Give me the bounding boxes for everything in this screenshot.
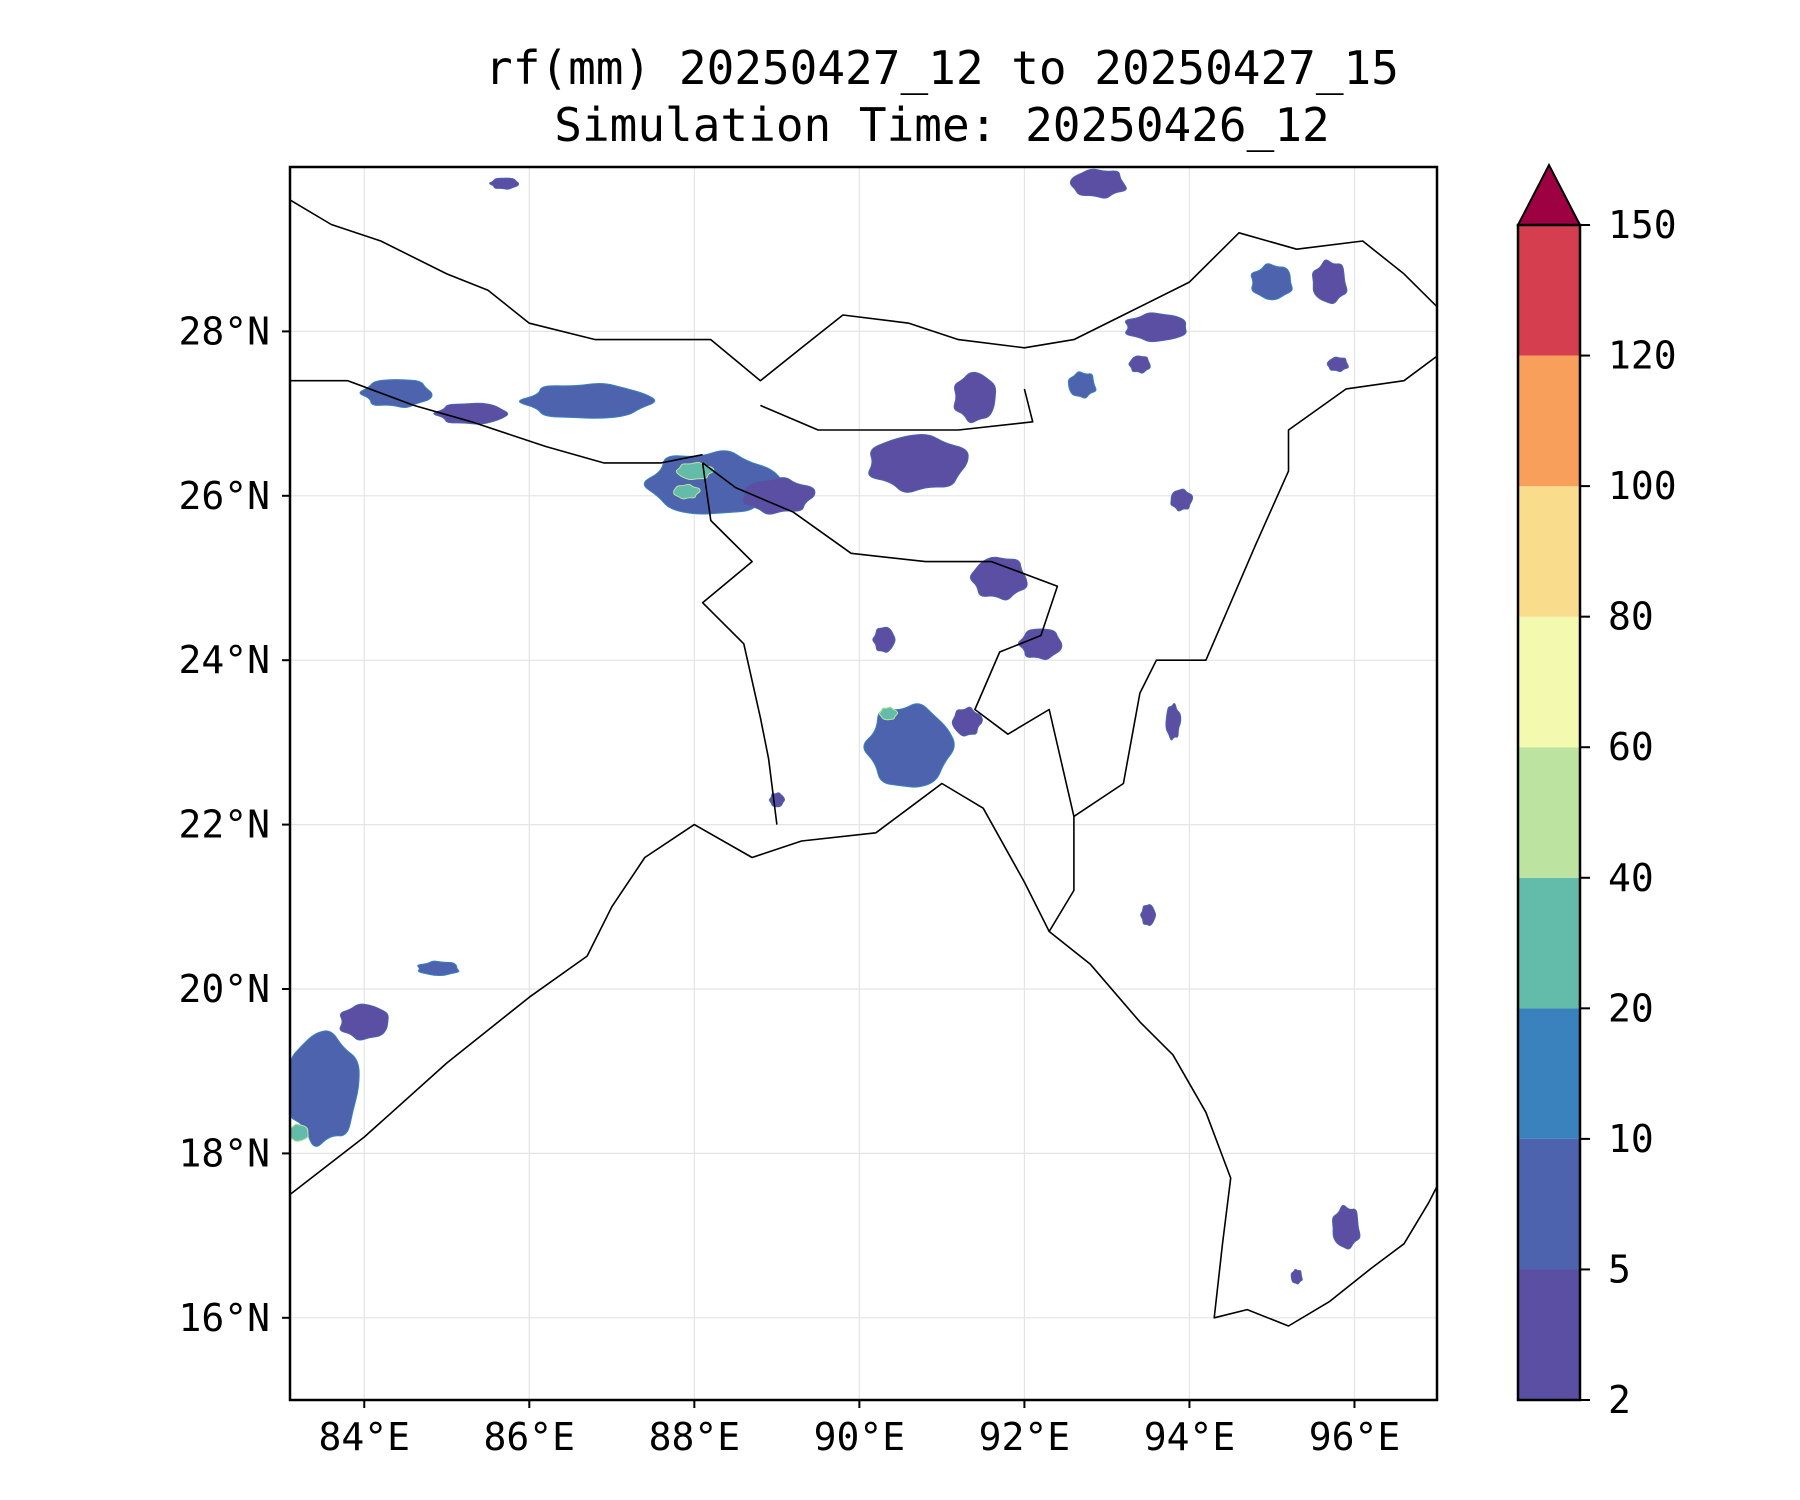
colorbar-tick-label: 120	[1608, 334, 1677, 378]
rain-cell	[872, 626, 896, 653]
rain-cell	[489, 177, 520, 190]
lat-tick-label: 28°N	[178, 309, 270, 353]
rain-cell	[868, 434, 969, 493]
colorbar-tick-label: 5	[1608, 1247, 1631, 1291]
lon-tick-label: 94°E	[1144, 1415, 1236, 1459]
rain-cell	[1326, 356, 1349, 373]
map-frame	[288, 165, 1439, 1402]
chart-title: rf(mm) 20250427_12 to 20250427_15	[485, 41, 1399, 95]
rain-cell	[339, 1003, 389, 1041]
rain-cell	[518, 383, 656, 419]
colorbar-frame	[1516, 223, 1582, 1402]
rain-cell	[953, 371, 997, 424]
lon-tick-label: 88°E	[649, 1415, 741, 1459]
boundary-line	[290, 199, 1437, 382]
lon-tick-label: 86°E	[484, 1415, 576, 1459]
colorbar-tick-label: 150	[1608, 203, 1677, 247]
colorbar-tick-label: 80	[1608, 595, 1654, 639]
boundary-line	[1073, 355, 1437, 818]
boundary-line	[760, 388, 1034, 431]
colorbar-segment	[1518, 355, 1580, 487]
colorbar-tick-label: 40	[1608, 856, 1654, 900]
colorbar-segment	[1518, 1138, 1580, 1270]
latitude-axis: 16°N 18°N 20°N 22°N 24°N 26°N 28°N	[178, 309, 290, 1340]
colorbar-segment	[1518, 1008, 1580, 1139]
rain-cell	[359, 379, 433, 408]
lat-tick-label: 16°N	[178, 1296, 270, 1340]
rain-cell	[673, 483, 701, 500]
rain-cell	[1067, 371, 1097, 399]
colorbar-tick-label: 2	[1608, 1378, 1631, 1422]
colorbar-segment	[1518, 877, 1580, 1009]
colorbar-segment	[1518, 616, 1580, 748]
rain-cell	[951, 706, 983, 737]
rain-cell	[1018, 628, 1063, 661]
rain-cell	[741, 477, 816, 515]
lat-tick-label: 24°N	[178, 638, 270, 682]
rain-cell	[1069, 168, 1127, 199]
rain-cell	[1170, 488, 1194, 512]
rain-cell	[290, 1123, 309, 1142]
rain-cell	[433, 402, 509, 425]
rain-cell	[1290, 1268, 1303, 1285]
colorbar-segment	[1518, 747, 1580, 878]
gridlines	[290, 167, 1437, 1400]
colorbar-tick-label: 60	[1608, 725, 1654, 769]
rain-cell	[1128, 355, 1151, 374]
coastlines-and-borders	[290, 199, 1437, 1327]
lon-tick-label: 92°E	[979, 1415, 1071, 1459]
rain-cell	[290, 1030, 360, 1147]
lon-tick-label: 96°E	[1309, 1415, 1401, 1459]
rain-cell	[1140, 904, 1156, 926]
colorbar-segment	[1518, 1269, 1580, 1400]
rain-cell	[863, 703, 955, 788]
lon-tick-label: 84°E	[319, 1415, 411, 1459]
lat-tick-label: 26°N	[178, 474, 270, 518]
boundary-line	[702, 462, 1075, 932]
colorbar: 2 5 10 20 40 60 80 100 120 150	[1516, 162, 1677, 1422]
rainfall-contours	[290, 168, 1361, 1285]
rain-cell	[878, 706, 899, 721]
rain-cell	[1250, 263, 1293, 301]
chart-subtitle: Simulation Time: 20250426_12	[554, 98, 1330, 152]
colorbar-tick-label: 100	[1608, 464, 1677, 508]
rain-cell	[1311, 259, 1348, 305]
longitude-axis: 84°E 86°E 88°E 90°E 92°E 94°E 96°E	[319, 1400, 1401, 1459]
rain-cell	[768, 792, 785, 808]
boundary-line	[290, 379, 703, 464]
colorbar-segment	[1518, 225, 1580, 356]
lon-tick-label: 90°E	[814, 1415, 906, 1459]
colorbar-tick-label: 20	[1608, 986, 1654, 1030]
colorbar-extend-arrow	[1516, 162, 1582, 226]
colorbar-segment	[1518, 486, 1580, 617]
rain-cell	[1331, 1204, 1361, 1250]
boundary-line	[290, 782, 1437, 1327]
rain-cell	[417, 960, 460, 977]
rain-cell	[970, 556, 1028, 601]
lat-tick-label: 22°N	[178, 803, 270, 847]
lat-tick-label: 20°N	[178, 967, 270, 1011]
boundary-line	[701, 462, 778, 825]
rain-cell	[1124, 312, 1187, 343]
colorbar-tick-label: 10	[1608, 1117, 1654, 1161]
lat-tick-label: 18°N	[178, 1131, 270, 1175]
rain-cell	[1165, 703, 1182, 741]
